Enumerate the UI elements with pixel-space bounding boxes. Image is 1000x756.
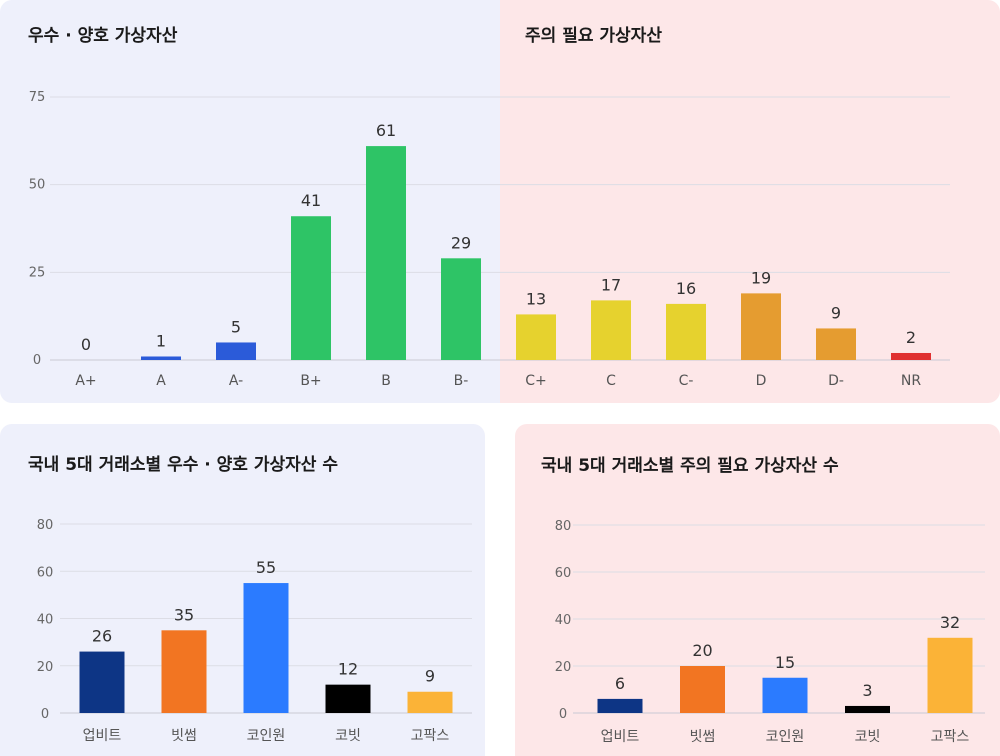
exch-warn-value-label-0: 6 bbox=[615, 674, 625, 693]
exch-good-bar-4 bbox=[407, 691, 453, 713]
good-assets-title: 우수 · 양호 가상자산 bbox=[28, 26, 178, 46]
grade-value-label-6: 13 bbox=[526, 289, 546, 308]
grade-value-label-9: 19 bbox=[751, 268, 771, 287]
grade-bar-10 bbox=[816, 328, 856, 360]
grade-x-label-7: C bbox=[606, 373, 616, 389]
exch-good-value-label-2: 55 bbox=[256, 558, 276, 577]
grade-bar-1 bbox=[141, 356, 181, 360]
exch-warn-x-label-1: 빗썸 bbox=[690, 729, 716, 745]
grade-value-label-8: 16 bbox=[676, 279, 696, 298]
exch-good-y-tick-80: 80 bbox=[37, 518, 54, 533]
exch-good-y-tick-0: 0 bbox=[41, 707, 49, 722]
exch-warn-bar-4 bbox=[927, 637, 973, 713]
grade-x-label-6: C+ bbox=[525, 373, 547, 389]
grade-y-tick-75: 75 bbox=[29, 90, 46, 105]
exch-good-x-label-3: 코빗 bbox=[335, 728, 361, 744]
warn-assets-title: 주의 필요 가상자산 bbox=[525, 26, 662, 46]
good-assets-panel bbox=[0, 0, 520, 403]
grade-x-label-0: A+ bbox=[75, 373, 96, 389]
grade-y-tick-0: 0 bbox=[33, 353, 41, 368]
exch-warn-y-tick-20: 20 bbox=[555, 660, 572, 675]
grade-x-label-9: D bbox=[756, 373, 767, 389]
grade-y-tick-25: 25 bbox=[29, 265, 46, 280]
grade-x-label-1: A bbox=[156, 373, 166, 389]
exch-warn-value-label-1: 20 bbox=[692, 641, 712, 660]
exch-good-y-tick-20: 20 bbox=[37, 660, 54, 675]
exch-warn-value-label-3: 3 bbox=[862, 681, 872, 700]
exch-warn-value-label-4: 32 bbox=[940, 613, 960, 632]
grade-x-label-4: B bbox=[381, 373, 391, 389]
exch-good-y-tick-40: 40 bbox=[37, 613, 54, 628]
exch-warn-bar-2 bbox=[762, 677, 808, 713]
grade-x-label-3: B+ bbox=[300, 373, 321, 389]
grade-value-label-7: 17 bbox=[601, 275, 621, 294]
grade-bar-8 bbox=[666, 303, 706, 360]
exch-good-x-label-1: 빗썸 bbox=[171, 728, 197, 744]
grade-bar-11 bbox=[891, 352, 931, 360]
grade-y-tick-50: 50 bbox=[29, 178, 46, 193]
grade-x-label-10: D- bbox=[828, 373, 844, 389]
exch-good-bar-3 bbox=[325, 684, 371, 713]
exch-good-bar-0 bbox=[79, 651, 125, 713]
exch-good-value-label-0: 26 bbox=[92, 627, 112, 646]
grade-value-label-1: 1 bbox=[156, 331, 166, 350]
exch-good-bar-2 bbox=[243, 583, 289, 713]
exch-warn-bar-3 bbox=[845, 705, 890, 713]
grade-bar-4 bbox=[366, 146, 406, 360]
grade-x-label-8: C- bbox=[679, 373, 694, 389]
exch-warn-y-tick-40: 40 bbox=[555, 613, 572, 628]
exchange-good-title: 국내 5대 거래소별 우수 · 양호 가상자산 수 bbox=[28, 455, 338, 475]
exchange-warn-title: 국내 5대 거래소별 주의 필요 가상자산 수 bbox=[541, 456, 839, 476]
grade-x-label-2: A- bbox=[229, 373, 243, 389]
grade-bar-9 bbox=[741, 293, 781, 360]
grade-bar-7 bbox=[591, 300, 631, 360]
exch-good-x-label-2: 코인원 bbox=[247, 728, 286, 744]
exch-warn-x-label-2: 코인원 bbox=[766, 729, 805, 745]
exch-good-value-label-1: 35 bbox=[174, 605, 194, 624]
exch-warn-y-tick-60: 60 bbox=[555, 566, 572, 581]
grade-value-label-3: 41 bbox=[301, 191, 321, 210]
exch-warn-bar-0 bbox=[597, 698, 643, 713]
grade-x-label-5: B- bbox=[454, 373, 469, 389]
grade-bar-3 bbox=[291, 216, 331, 360]
exch-good-x-label-4: 고팍스 bbox=[411, 728, 450, 744]
grade-value-label-5: 29 bbox=[451, 233, 471, 252]
grade-x-label-11: NR bbox=[901, 373, 921, 389]
exch-warn-x-label-3: 코빗 bbox=[855, 729, 881, 745]
grade-value-label-10: 9 bbox=[831, 303, 841, 322]
grade-value-label-11: 2 bbox=[906, 328, 916, 347]
exch-warn-x-label-4: 고팍스 bbox=[931, 729, 970, 745]
exch-good-y-tick-60: 60 bbox=[37, 565, 54, 580]
grade-bar-2 bbox=[216, 342, 256, 360]
exch-warn-bar-1 bbox=[680, 666, 725, 713]
exch-good-bar-1 bbox=[161, 630, 207, 713]
exchange-warn-panel bbox=[515, 424, 1000, 756]
grade-value-label-2: 5 bbox=[231, 317, 241, 336]
exch-warn-value-label-2: 15 bbox=[775, 653, 795, 672]
grade-bar-6 bbox=[516, 314, 556, 360]
exch-warn-y-tick-0: 0 bbox=[559, 707, 567, 722]
exch-good-value-label-4: 9 bbox=[425, 667, 435, 686]
grade-value-label-4: 61 bbox=[376, 121, 396, 140]
grade-bar-5 bbox=[441, 258, 481, 360]
exch-warn-x-label-0: 업비트 bbox=[601, 729, 640, 745]
grade-value-label-0: 0 bbox=[81, 335, 91, 354]
exch-good-value-label-3: 12 bbox=[338, 660, 358, 679]
exch-warn-y-tick-80: 80 bbox=[555, 519, 572, 534]
exch-good-x-label-0: 업비트 bbox=[83, 728, 122, 744]
